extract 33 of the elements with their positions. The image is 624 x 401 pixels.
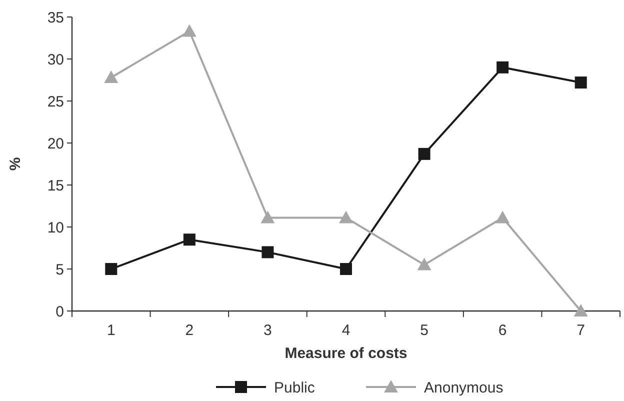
y-tick-label: 15 (47, 177, 64, 194)
y-tick-label: 0 (56, 303, 64, 320)
point (183, 234, 196, 246)
legend-label: Public (274, 379, 316, 396)
point (262, 246, 274, 258)
y-tick-label: 35 (47, 9, 64, 26)
x-tick-label: 3 (264, 322, 272, 339)
x-tick-label: 7 (576, 322, 586, 339)
x-tick-label: 1 (106, 322, 116, 339)
x-tick-label: 4 (342, 322, 350, 339)
x-tick-label: 2 (185, 322, 194, 339)
point (418, 148, 430, 160)
y-tick-label: 10 (47, 219, 64, 236)
point (417, 258, 432, 270)
point (574, 76, 587, 89)
y-tick-label: 20 (47, 135, 64, 152)
legend-label: Anonymous (424, 379, 504, 396)
y-axis-title: % (7, 157, 24, 171)
point (182, 24, 196, 37)
point (496, 61, 509, 74)
point (339, 210, 353, 224)
y-tick-label: 30 (47, 51, 64, 68)
point (496, 210, 510, 224)
x-axis-title: Measure of costs (284, 345, 408, 362)
x-tick-label: 5 (420, 322, 428, 339)
x-tick-label: 6 (498, 322, 507, 339)
y-tick-label: 25 (47, 93, 64, 110)
point (104, 70, 118, 83)
point (260, 210, 275, 224)
point (340, 263, 352, 275)
point (105, 263, 118, 275)
point (574, 304, 588, 316)
y-tick-label: 5 (56, 261, 64, 278)
